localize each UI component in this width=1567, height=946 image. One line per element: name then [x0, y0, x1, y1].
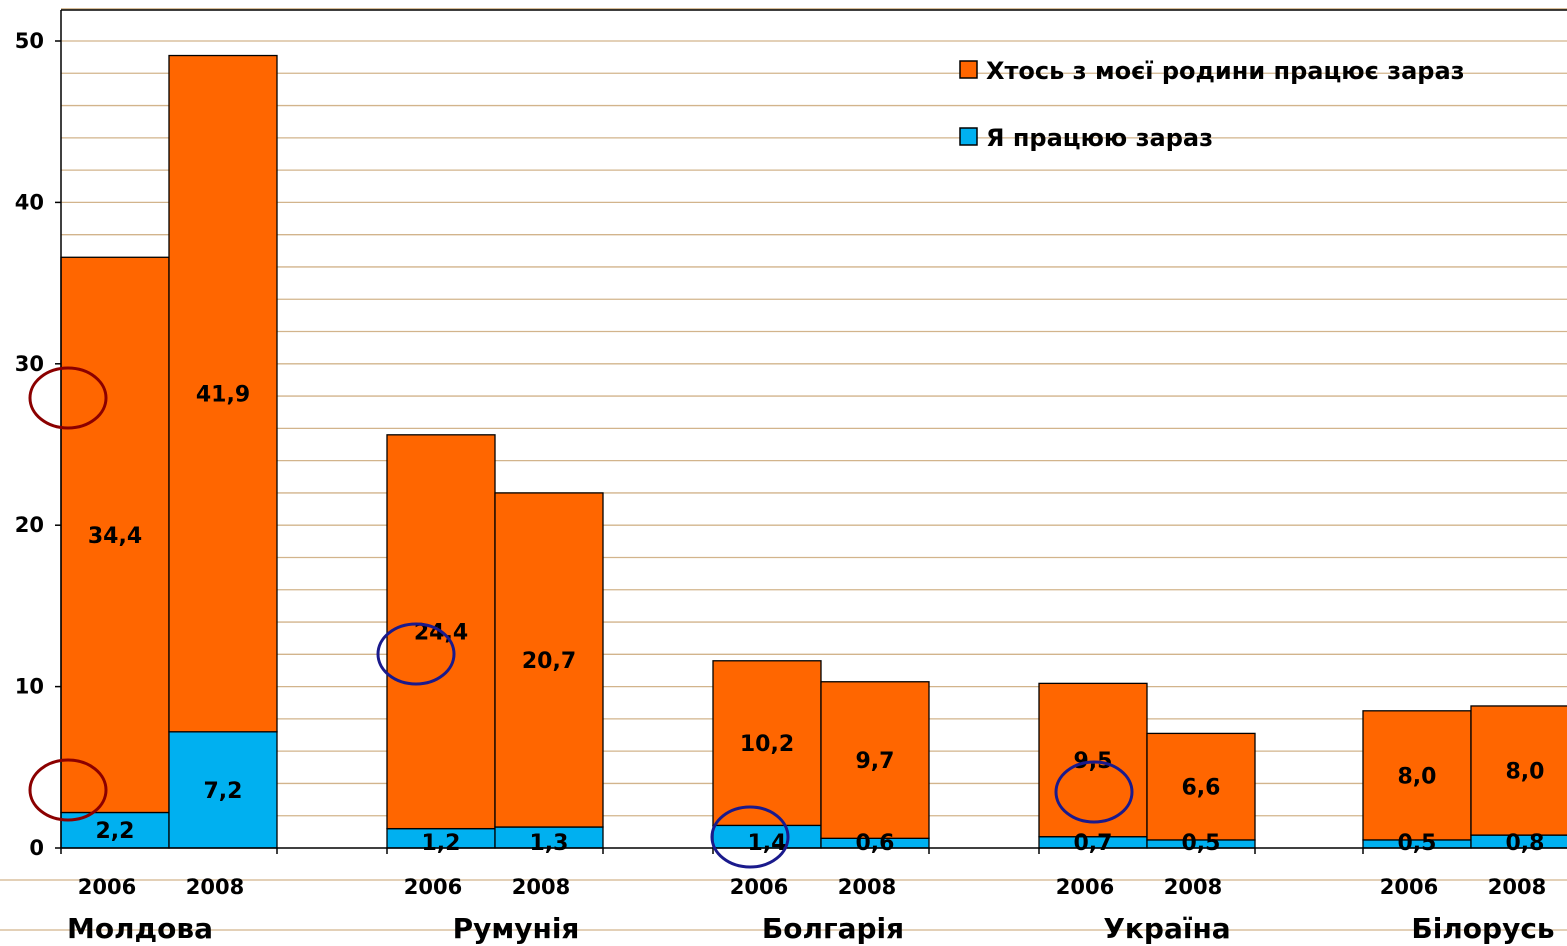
bar-segment-orange [168, 54, 278, 733]
data-label-blue: 0,6 [856, 831, 895, 856]
data-label-orange: 8,0 [1398, 764, 1437, 789]
x-year-label: 2006 [1380, 875, 1438, 899]
data-label-blue: 0,7 [1074, 831, 1113, 856]
x-year-label: 2006 [404, 875, 462, 899]
data-label-blue: 1,2 [422, 831, 461, 856]
x-year-label: 2008 [512, 875, 570, 899]
data-label-blue: 0,5 [1182, 831, 1221, 856]
bar-segment-orange [1362, 710, 1472, 841]
data-label-orange: 34,4 [88, 524, 142, 549]
data-label-blue: 2,2 [96, 819, 135, 844]
x-year-label: 2008 [186, 875, 244, 899]
y-tick-label: 0 [29, 836, 44, 860]
legend-swatch-blue [959, 127, 978, 146]
data-label-blue: 1,3 [530, 831, 569, 856]
legend: Хтось з моєї родини працює зараз Я працюю… [959, 57, 1465, 152]
x-year-label: 2008 [1164, 875, 1222, 899]
country-label: Молдова [67, 912, 213, 945]
bars [60, 54, 1567, 849]
bar-segment-orange [1146, 732, 1256, 841]
data-label-orange: 6,6 [1182, 776, 1221, 801]
bar-segment-orange [494, 492, 604, 828]
bar-segment-orange [820, 681, 930, 839]
country-label: Болгарія [762, 912, 904, 945]
data-label-orange: 8,0 [1506, 760, 1545, 785]
data-label-blue: 1,4 [748, 831, 787, 856]
labels: 0 10 20 30 40 50 34,4 2,2 2006 41,9 7,2 2008 Молдова… [15, 29, 1555, 945]
country-label: Румунія [453, 912, 580, 945]
data-label-blue: 0,5 [1398, 831, 1437, 856]
annotation-circle-blue [710, 805, 790, 869]
legend-label-blue: Я працюю зараз [986, 124, 1213, 152]
annotation-circle-blue [376, 622, 456, 686]
annotation-circle-blue [1054, 760, 1134, 824]
y-tick-label: 30 [15, 352, 44, 376]
data-label-orange: 41,9 [196, 383, 250, 408]
gridlines [0, 8, 1567, 931]
data-label-orange: 9,7 [856, 749, 895, 774]
x-year-label: 2006 [730, 875, 788, 899]
bar-segment-orange [712, 660, 822, 827]
legend-label-orange: Хтось з моєї родини працює зараз [986, 57, 1465, 85]
bar-segment-orange [1038, 682, 1148, 838]
data-label-blue: 0,8 [1506, 831, 1545, 856]
annotation-circle-red [28, 366, 108, 430]
y-tick-label: 20 [15, 513, 44, 537]
y-tick-label: 50 [15, 29, 44, 53]
bar-segment-orange [60, 256, 170, 814]
x-year-label: 2006 [1056, 875, 1114, 899]
data-label-orange: 10,2 [740, 732, 794, 757]
y-tick-label: 10 [15, 675, 44, 699]
annotation-circle-red [28, 758, 108, 822]
data-label-blue: 7,2 [204, 779, 243, 804]
data-label-orange: 20,7 [522, 649, 576, 674]
country-label: Україна [1103, 912, 1230, 945]
x-year-label: 2008 [1488, 875, 1546, 899]
legend-swatch-orange [959, 60, 978, 79]
x-year-label: 2008 [838, 875, 896, 899]
bar-segment-orange [1470, 705, 1567, 836]
country-label: Білорусь [1411, 912, 1554, 945]
annotations [28, 366, 1134, 869]
x-year-label: 2006 [78, 875, 136, 899]
y-tick-label: 40 [15, 190, 44, 214]
